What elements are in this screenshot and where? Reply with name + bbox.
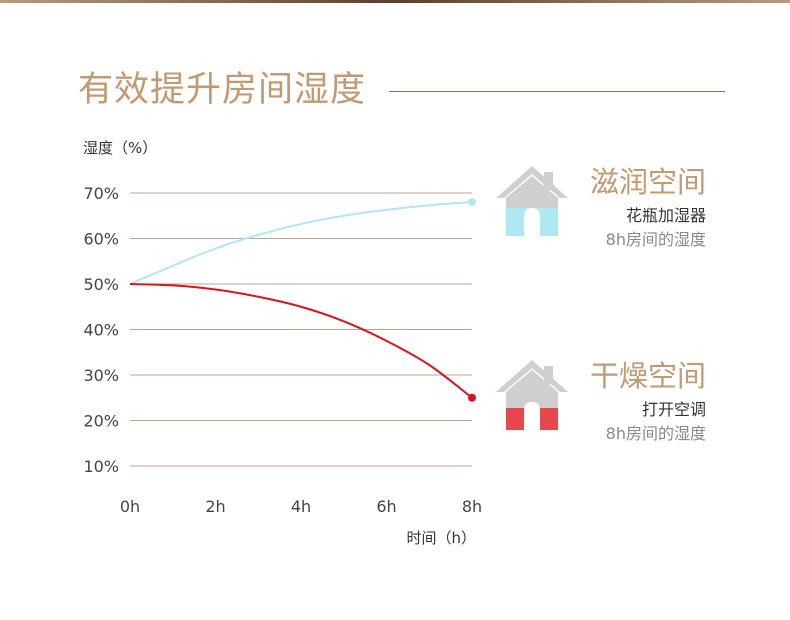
x-tick-label: 4h: [291, 497, 311, 516]
y-tick-labels: 10% 20% 30% 40% 50% 60% 70%: [83, 184, 119, 476]
legend-humid-name: 滋润空间: [589, 165, 706, 199]
y-tick-label: 70%: [83, 184, 119, 203]
y-tick-label: 60%: [83, 230, 119, 249]
page-title: 有效提升房间湿度: [78, 70, 367, 110]
x-tick-label: 2h: [205, 497, 225, 516]
y-tick-label: 20%: [83, 412, 119, 431]
y-axis-label: 湿度（%）: [83, 139, 157, 157]
house-icon-humid: [496, 166, 568, 236]
top-decor-bar: [0, 0, 790, 3]
legend-dry-desc: 8h房间的湿度: [605, 424, 706, 443]
x-tick-label: 6h: [376, 497, 396, 516]
title-divider: [389, 91, 725, 92]
x-tick-label: 8h: [462, 497, 482, 516]
series-line-humid: [129, 201, 473, 285]
house-icon-dry: [496, 360, 568, 430]
end-point-dry: [468, 393, 476, 402]
legend-humid-desc: 8h房间的湿度: [605, 230, 706, 249]
x-tick-label: 0h: [120, 497, 140, 516]
grid-lines: [130, 192, 472, 467]
legend-dry-device: 打开空调: [641, 400, 706, 419]
legend-dry-name: 干燥空间: [589, 359, 706, 393]
y-tick-label: 30%: [83, 366, 119, 385]
y-tick-label: 50%: [83, 275, 119, 294]
series-line-dry: [129, 283, 473, 399]
legend-dry: 干燥空间 打开空调 8h房间的湿度: [590, 358, 706, 446]
end-point-humid: [468, 198, 476, 207]
y-tick-label: 40%: [83, 321, 119, 340]
legend-humid: 滋润空间 花瓶加湿器 8h房间的湿度: [590, 164, 706, 252]
series-lines: [129, 198, 476, 402]
x-axis-label: 时间（h）: [406, 529, 476, 547]
y-tick-label: 10%: [83, 457, 119, 476]
x-tick-labels: 0h 2h 4h 6h 8h: [120, 497, 482, 516]
legend-humid-device: 花瓶加湿器: [625, 206, 706, 225]
